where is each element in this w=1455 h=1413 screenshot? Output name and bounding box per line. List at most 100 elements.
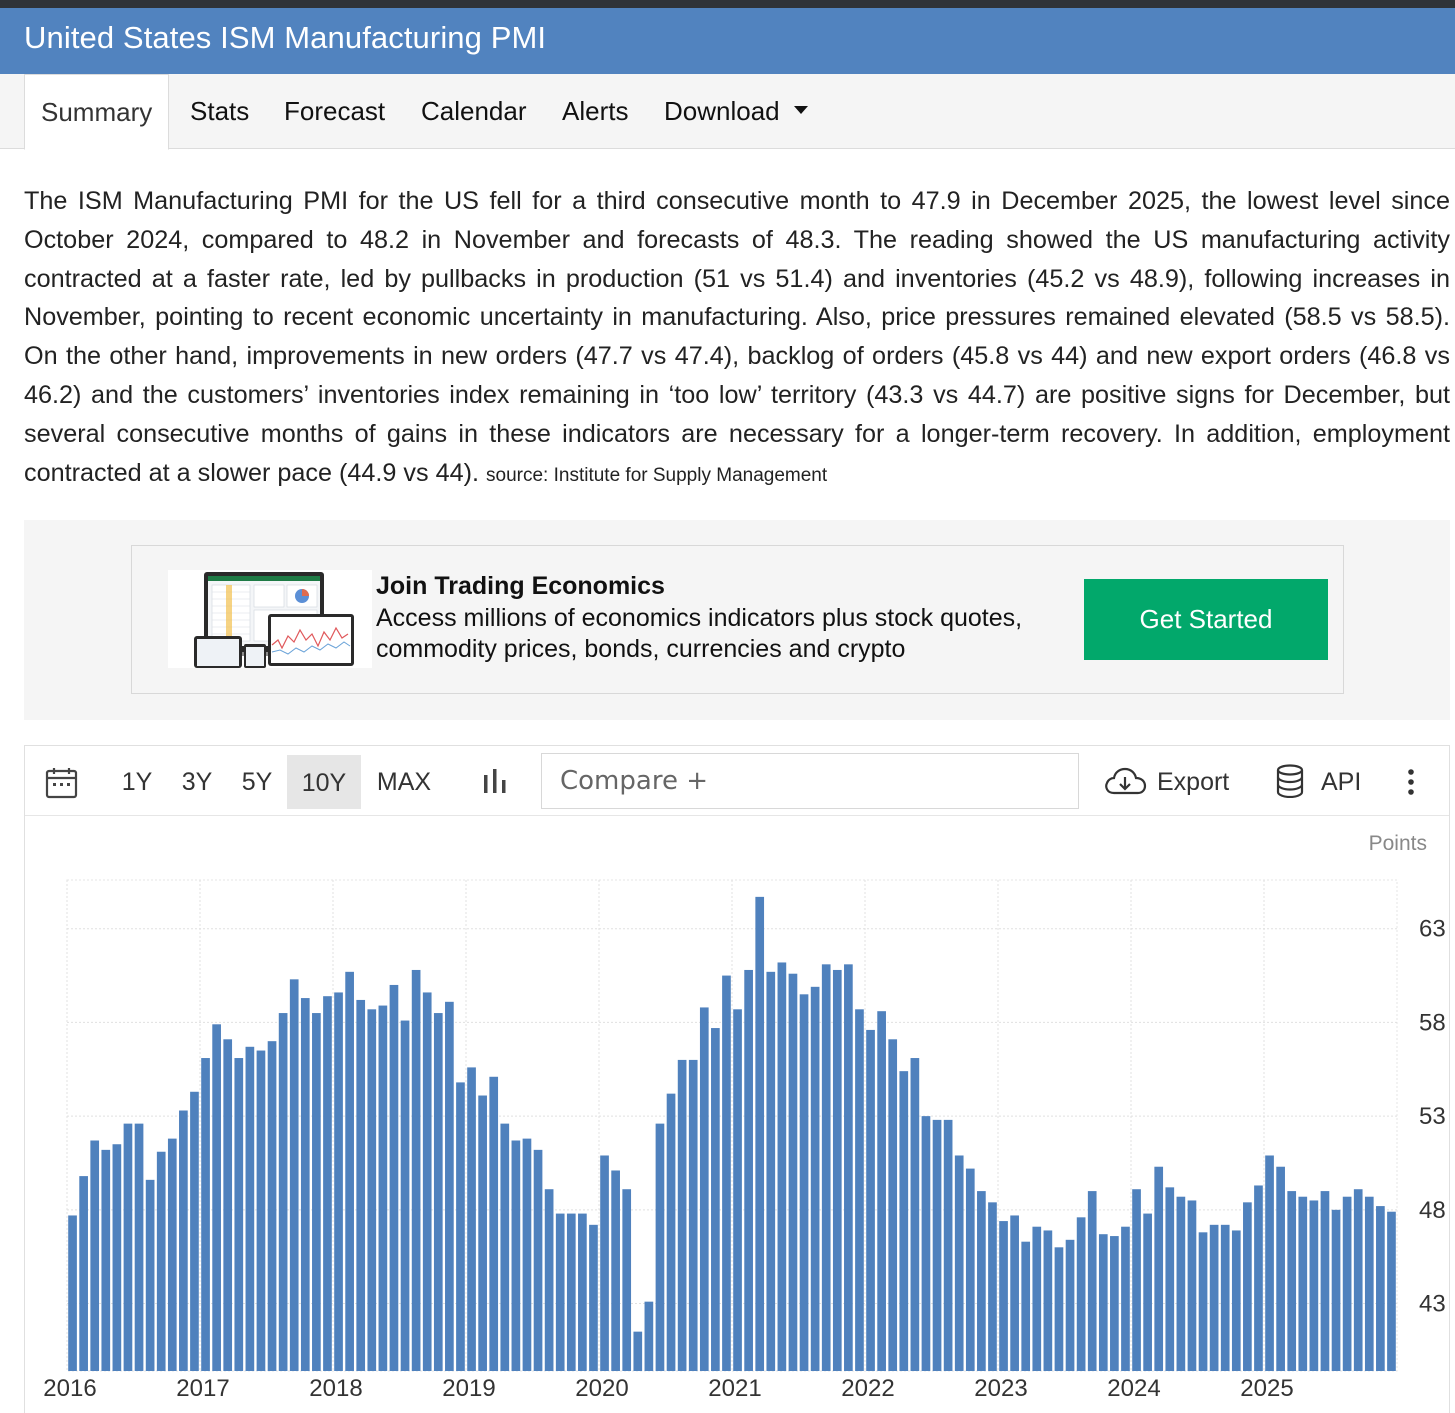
data-bar[interactable] bbox=[1054, 1247, 1064, 1371]
data-bar[interactable] bbox=[90, 1140, 100, 1371]
more-vertical-icon[interactable] bbox=[1405, 768, 1417, 796]
data-bar[interactable] bbox=[234, 1058, 244, 1371]
data-bar[interactable] bbox=[810, 986, 820, 1371]
data-bar[interactable] bbox=[323, 996, 332, 1371]
data-bar[interactable] bbox=[145, 1179, 155, 1371]
export-button[interactable]: Export bbox=[1157, 768, 1230, 796]
data-bar[interactable] bbox=[112, 1144, 122, 1371]
data-bar[interactable] bbox=[788, 973, 798, 1371]
data-bar[interactable] bbox=[1065, 1239, 1075, 1371]
data-bar[interactable] bbox=[566, 1213, 576, 1371]
data-bar[interactable] bbox=[677, 1059, 687, 1371]
data-bar[interactable] bbox=[1110, 1236, 1119, 1371]
data-bar[interactable] bbox=[555, 1213, 565, 1371]
data-bar[interactable] bbox=[1010, 1215, 1019, 1371]
data-bar[interactable] bbox=[1143, 1213, 1152, 1371]
data-bar[interactable] bbox=[1331, 1209, 1341, 1371]
data-bar[interactable] bbox=[456, 1082, 465, 1371]
data-bar[interactable] bbox=[877, 1011, 886, 1371]
data-bar[interactable] bbox=[378, 1005, 388, 1371]
data-bar[interactable] bbox=[134, 1123, 144, 1371]
data-bar[interactable] bbox=[1231, 1230, 1241, 1371]
data-bar[interactable] bbox=[766, 971, 776, 1371]
data-bar[interactable] bbox=[522, 1138, 532, 1371]
data-bar[interactable] bbox=[954, 1155, 964, 1371]
data-bar[interactable] bbox=[533, 1149, 543, 1371]
data-bar[interactable] bbox=[1132, 1189, 1141, 1371]
data-bar[interactable] bbox=[356, 999, 366, 1371]
data-bar[interactable] bbox=[1021, 1241, 1031, 1371]
data-bar[interactable] bbox=[1198, 1232, 1208, 1371]
data-bar[interactable] bbox=[389, 984, 399, 1371]
data-bar[interactable] bbox=[1309, 1200, 1319, 1371]
range-10y-button[interactable]: 10Y bbox=[287, 755, 361, 809]
data-bar[interactable] bbox=[988, 1202, 997, 1371]
data-bar[interactable] bbox=[478, 1095, 487, 1371]
api-button[interactable]: API bbox=[1321, 768, 1362, 796]
data-bar[interactable] bbox=[289, 979, 299, 1371]
data-bar[interactable] bbox=[821, 964, 831, 1371]
get-started-button[interactable]: Get Started bbox=[1084, 579, 1328, 660]
data-bar[interactable] bbox=[855, 1009, 864, 1371]
data-bar[interactable] bbox=[1220, 1224, 1230, 1371]
data-bar[interactable] bbox=[445, 1001, 454, 1371]
data-bar[interactable] bbox=[1121, 1226, 1130, 1371]
data-bar[interactable] bbox=[68, 1215, 77, 1371]
data-bar[interactable] bbox=[156, 1151, 166, 1371]
data-bar[interactable] bbox=[511, 1140, 521, 1371]
data-bar[interactable] bbox=[1265, 1155, 1274, 1371]
data-bar[interactable] bbox=[1342, 1196, 1352, 1371]
data-bar[interactable] bbox=[411, 969, 421, 1371]
data-bar[interactable] bbox=[367, 1009, 377, 1371]
cloud-download-icon[interactable] bbox=[1103, 765, 1147, 799]
data-bar[interactable] bbox=[644, 1301, 654, 1371]
data-bar[interactable] bbox=[334, 992, 343, 1371]
compare-input[interactable] bbox=[541, 753, 1079, 809]
data-bar[interactable] bbox=[1387, 1211, 1396, 1371]
data-bar[interactable] bbox=[1209, 1224, 1219, 1371]
data-bar[interactable] bbox=[312, 1013, 321, 1371]
data-bar[interactable] bbox=[1298, 1196, 1308, 1371]
data-bar[interactable] bbox=[611, 1170, 620, 1371]
data-bar[interactable] bbox=[1076, 1217, 1086, 1371]
data-bar[interactable] bbox=[888, 1039, 898, 1371]
data-bar[interactable] bbox=[1165, 1187, 1175, 1371]
tab-summary[interactable]: Summary bbox=[24, 74, 170, 150]
data-bar[interactable] bbox=[578, 1213, 587, 1371]
data-bar[interactable] bbox=[223, 1039, 233, 1371]
database-icon[interactable] bbox=[1275, 764, 1305, 798]
data-bar[interactable] bbox=[1287, 1191, 1297, 1371]
data-bar[interactable] bbox=[79, 1176, 88, 1371]
calendar-icon[interactable] bbox=[45, 766, 79, 800]
bar-chart-icon[interactable] bbox=[481, 768, 509, 796]
data-bar[interactable] bbox=[500, 1123, 510, 1371]
data-bar[interactable] bbox=[1087, 1191, 1097, 1371]
tab-stats[interactable]: Stats bbox=[190, 96, 250, 126]
data-bar[interactable] bbox=[278, 1013, 288, 1371]
data-bar[interactable] bbox=[267, 1041, 277, 1371]
data-bar[interactable] bbox=[899, 1071, 909, 1371]
range-5y-button[interactable]: 5Y bbox=[241, 768, 273, 796]
data-bar[interactable] bbox=[1254, 1185, 1263, 1371]
data-bar[interactable] bbox=[1187, 1200, 1197, 1371]
range-max-button[interactable]: MAX bbox=[376, 768, 432, 796]
data-bar[interactable] bbox=[1098, 1234, 1108, 1371]
data-bar[interactable] bbox=[965, 1168, 975, 1371]
range-1y-button[interactable]: 1Y bbox=[121, 768, 153, 796]
data-bar[interactable] bbox=[711, 1028, 720, 1371]
data-bar[interactable] bbox=[733, 1009, 742, 1371]
data-bar[interactable] bbox=[1043, 1230, 1053, 1371]
data-bar[interactable] bbox=[245, 1046, 255, 1371]
data-bar[interactable] bbox=[921, 1116, 931, 1371]
data-bar[interactable] bbox=[422, 992, 432, 1371]
data-bar[interactable] bbox=[832, 969, 842, 1371]
data-bar[interactable] bbox=[400, 1020, 410, 1371]
data-bar[interactable] bbox=[167, 1138, 177, 1371]
data-bar[interactable] bbox=[1353, 1189, 1363, 1371]
data-bar[interactable] bbox=[999, 1221, 1008, 1371]
data-bar[interactable] bbox=[300, 998, 310, 1371]
data-bar[interactable] bbox=[489, 1076, 499, 1371]
data-bar[interactable] bbox=[699, 1007, 709, 1371]
data-bar[interactable] bbox=[179, 1110, 188, 1371]
data-bar[interactable] bbox=[866, 1029, 875, 1371]
